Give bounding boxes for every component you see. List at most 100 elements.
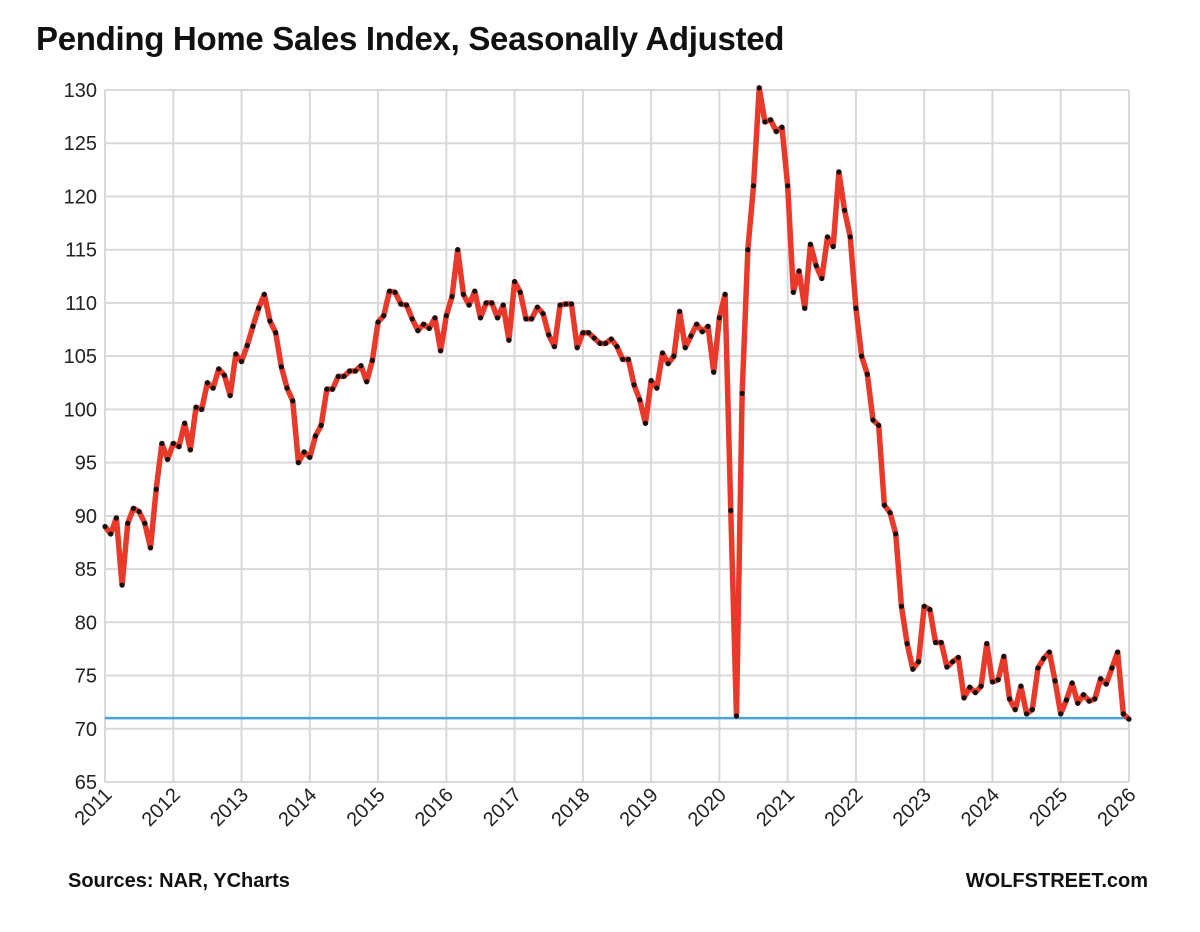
data-point: [176, 444, 182, 450]
data-point: [688, 333, 694, 339]
data-point: [312, 433, 319, 439]
data-point: [227, 392, 233, 399]
data-point: [802, 305, 808, 311]
y-tick-label: 80: [75, 612, 97, 634]
x-tick-label: 2024: [957, 784, 1004, 831]
data-point: [153, 486, 159, 492]
data-point: [779, 124, 785, 130]
x-tick-label: 2026: [1094, 784, 1141, 831]
data-point: [585, 330, 592, 336]
data-point: [989, 679, 996, 685]
data-point: [739, 390, 745, 397]
data-point: [159, 440, 165, 447]
x-tick-label: 2015: [343, 784, 390, 831]
data-point: [785, 183, 791, 189]
data-point: [750, 183, 757, 189]
data-point: [1086, 698, 1092, 704]
data-point: [648, 378, 654, 384]
data-point: [546, 332, 552, 338]
data-point: [887, 510, 893, 516]
data-point: [432, 315, 438, 321]
data-point: [694, 321, 700, 327]
data-point: [722, 291, 728, 298]
data-point: [1029, 707, 1035, 713]
data-point: [164, 456, 171, 463]
data-point: [665, 361, 671, 367]
data-point: [170, 440, 176, 447]
data-point: [1018, 683, 1024, 689]
brand-label: WOLFSTREET.com: [965, 870, 1148, 892]
data-point: [807, 241, 814, 247]
data-point: [119, 582, 125, 588]
data-point: [187, 447, 193, 453]
data-point: [796, 268, 802, 274]
y-tick-label: 65: [75, 772, 97, 794]
data-point: [1052, 678, 1058, 684]
data-point: [1006, 696, 1013, 702]
data-point: [1097, 676, 1104, 682]
x-tick-label: 2021: [752, 784, 799, 831]
data-point: [927, 606, 933, 613]
data-point: [523, 316, 529, 322]
data-point: [904, 641, 910, 647]
data-point: [409, 316, 415, 322]
data-point: [859, 353, 865, 359]
data-point: [1058, 711, 1064, 717]
data-point: [466, 302, 472, 308]
data-point: [460, 291, 466, 298]
x-tick-label: 2019: [616, 784, 663, 831]
data-point: [921, 603, 927, 609]
data-point: [950, 659, 956, 665]
data-point: [773, 128, 779, 135]
data-point: [364, 379, 370, 385]
data-point: [995, 677, 1001, 683]
x-tick-label: 2012: [138, 784, 185, 831]
data-point: [318, 422, 324, 428]
data-point: [568, 301, 575, 307]
data-point: [563, 301, 569, 307]
data-point: [347, 368, 353, 374]
data-point: [267, 318, 273, 324]
data-point: [1126, 716, 1132, 722]
data-point: [506, 337, 512, 343]
data-point: [699, 329, 705, 335]
data-point: [301, 449, 307, 455]
x-tick-label: 2016: [411, 784, 458, 831]
y-tick-label: 100: [64, 399, 97, 421]
y-tick-label: 115: [65, 240, 97, 262]
data-point: [591, 335, 597, 341]
data-point: [511, 279, 518, 285]
data-point: [182, 420, 188, 426]
data-point: [819, 275, 825, 282]
data-point: [210, 385, 216, 391]
data-point: [136, 508, 142, 515]
data-point: [824, 234, 831, 240]
data-point: [358, 363, 364, 369]
data-point: [483, 300, 489, 306]
data-point: [574, 345, 580, 351]
data-point: [113, 515, 119, 521]
y-tick-label: 70: [75, 719, 97, 741]
data-point: [193, 404, 199, 410]
data-point: [671, 353, 677, 359]
data-point: [944, 664, 950, 670]
data-point: [455, 247, 461, 253]
data-point: [147, 545, 154, 551]
data-point: [841, 207, 848, 213]
data-point: [893, 531, 899, 537]
data-point: [881, 502, 887, 508]
x-tick-label: 2013: [206, 784, 253, 831]
data-point: [108, 531, 114, 537]
y-tick-label: 75: [75, 666, 97, 688]
data-point: [352, 368, 358, 374]
data-point: [233, 351, 239, 357]
data-point: [1109, 665, 1115, 671]
data-point: [762, 119, 768, 125]
data-point: [369, 357, 375, 364]
data-point: [654, 385, 660, 391]
data-point: [420, 321, 427, 327]
data-point: [142, 520, 148, 526]
data-point: [415, 328, 421, 334]
data-point: [580, 330, 586, 336]
